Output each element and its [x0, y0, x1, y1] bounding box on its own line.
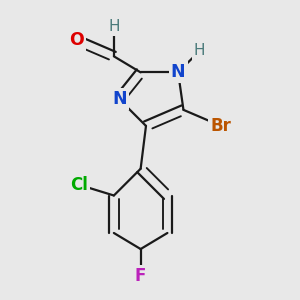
Text: H: H: [194, 44, 205, 59]
Text: F: F: [135, 267, 146, 285]
Text: H: H: [108, 20, 120, 34]
Text: N: N: [171, 63, 185, 81]
Text: Cl: Cl: [70, 176, 88, 194]
Text: N: N: [112, 90, 127, 108]
Text: O: O: [69, 31, 84, 49]
Text: Br: Br: [211, 117, 231, 135]
